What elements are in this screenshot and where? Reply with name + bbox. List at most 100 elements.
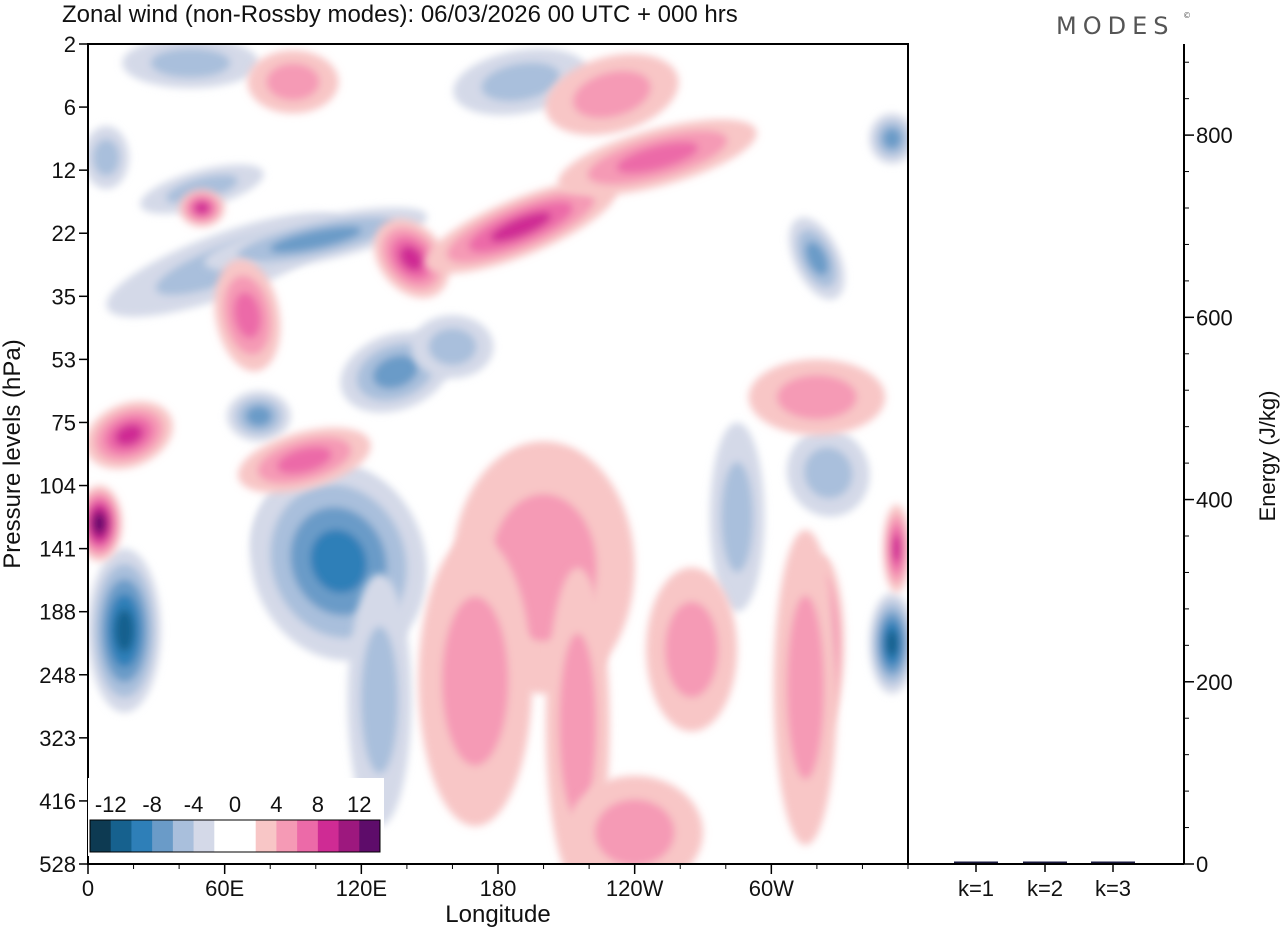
energy-bar	[1023, 861, 1067, 863]
colorbar-label: 8	[312, 792, 324, 817]
energy-tick-label: 800	[1196, 123, 1233, 148]
colorbar-swatch	[131, 820, 153, 852]
colorbar-frame	[89, 819, 381, 853]
y-tick-label: 12	[52, 158, 76, 183]
colorbar-label: -8	[142, 792, 162, 817]
logo-mark: ©	[1183, 11, 1197, 20]
wind-anomaly-blob	[122, 44, 259, 89]
wind-anomaly-blob	[140, 164, 264, 214]
wind-anomaly-blob	[411, 315, 494, 379]
contour-ring	[428, 328, 477, 366]
contour-ring	[115, 424, 143, 446]
wind-anomaly-blob	[566, 775, 703, 864]
colorbar-label: -4	[184, 792, 204, 817]
contour-ring	[360, 626, 399, 774]
contour-ring	[892, 534, 901, 563]
y-tick-label: 75	[52, 410, 76, 435]
modes-logo: MODES	[1056, 12, 1174, 40]
colorbar-swatch	[235, 820, 257, 852]
contour-ring	[372, 355, 419, 389]
x-tick-label: 120W	[606, 876, 664, 901]
contour-ring	[804, 447, 853, 499]
energy-bar	[1091, 861, 1135, 863]
colorbar-swatch	[317, 820, 340, 852]
energy-category-label: k=3	[1095, 876, 1131, 901]
wind-anomaly-blob	[373, 218, 449, 299]
y-tick-label: 35	[52, 284, 76, 309]
wind-anomaly-blob	[773, 529, 838, 846]
wind-anomaly-blob	[789, 217, 845, 300]
contour-ring	[310, 529, 367, 593]
y-tick-label: 2	[64, 32, 76, 57]
wind-anomaly-blob	[226, 390, 291, 442]
wind-field	[88, 44, 908, 864]
contour-ring	[572, 70, 651, 119]
x-axis-label: Longitude	[445, 901, 550, 928]
contour-ring	[481, 62, 561, 102]
y-tick-label: 22	[52, 221, 76, 246]
contour-ring	[777, 375, 857, 420]
wind-anomaly-blob	[545, 53, 679, 136]
x-tick-label: 120E	[336, 876, 387, 901]
contour-ring	[245, 405, 272, 427]
x-tick-label: 180	[480, 876, 517, 901]
contour-ring	[665, 601, 719, 698]
y-tick-label: 528	[39, 852, 76, 877]
contour-ring	[490, 212, 552, 242]
y-tick-label: 416	[39, 789, 76, 814]
wind-anomaly-blob	[88, 401, 173, 469]
y-tick-label: 188	[39, 600, 76, 625]
colorbar-swatch	[276, 820, 298, 852]
colorbar-swatch	[297, 820, 319, 852]
y-tick-label: 53	[52, 347, 76, 372]
contour-ring	[269, 226, 362, 253]
wind-anomaly-blob	[237, 427, 371, 493]
wind-anomaly-blob	[88, 485, 123, 562]
colorbar-label: -12	[95, 792, 127, 817]
colorbar-label: 12	[347, 792, 371, 817]
contour-ring	[399, 245, 424, 272]
contour-ring	[165, 174, 238, 204]
energy-bar	[954, 861, 998, 863]
colorbar-swatch	[255, 820, 277, 852]
colorbar-swatch	[110, 820, 132, 852]
wind-anomaly-blob	[786, 429, 870, 517]
colorbar-swatch	[359, 820, 381, 852]
wind-anomaly-blob	[204, 207, 428, 272]
energy-tick-label: 400	[1196, 488, 1233, 513]
x-axis: 0 60E 120E 180 120W 60W	[82, 864, 909, 901]
x-tick-label: 60E	[205, 876, 244, 901]
contour-ring	[194, 201, 210, 215]
contour-ring	[150, 48, 231, 78]
wind-anomaly-blob	[179, 189, 225, 227]
colorbar-swatch	[338, 820, 360, 852]
y-tick-label: 248	[39, 663, 76, 688]
wind-anomaly-blob	[869, 113, 908, 164]
colorbar-label: 4	[270, 792, 282, 817]
contour-ring	[277, 446, 332, 474]
chart-title: Zonal wind (non-Rossby modes): 06/03/202…	[62, 1, 738, 28]
contour-ring	[786, 595, 825, 780]
wind-anomaly-blob	[748, 359, 886, 436]
contour-ring	[233, 292, 261, 339]
contour-ring	[805, 241, 829, 276]
contour-ring	[266, 63, 320, 101]
energy-panel: 0 200 400 600 800 k=1 k=2 k=3	[908, 44, 1233, 901]
x-tick-label: 0	[82, 876, 94, 901]
wind-anomaly-blob	[88, 126, 129, 190]
wind-anomaly-blob	[709, 422, 765, 612]
wind-anomaly-blob	[418, 536, 533, 827]
wind-anomaly-blob	[214, 259, 281, 372]
colorbar-swatch	[193, 820, 215, 852]
contour-ring	[114, 609, 134, 652]
y-axis: 2 6 12 22 35 53 75 104 141 188 248 323 416 528	[39, 32, 88, 877]
contour-ring	[721, 461, 754, 573]
wind-anomaly-blob	[882, 504, 908, 593]
y-tick-label: 6	[64, 95, 76, 120]
energy-category-label: k=2	[1027, 876, 1063, 901]
energy-axis-label: Energy (J/kg)	[1255, 391, 1280, 522]
x-tick-label: 60W	[749, 876, 794, 901]
contour-ring	[882, 128, 902, 150]
